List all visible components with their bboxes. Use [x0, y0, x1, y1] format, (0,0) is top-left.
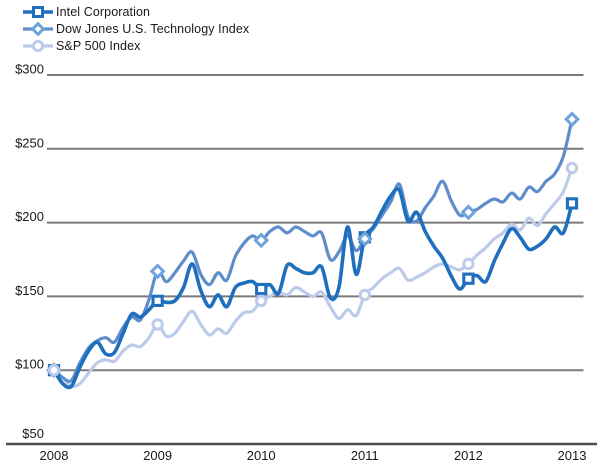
legend-label-dow-jones-tech: Dow Jones U.S. Technology Index [56, 22, 250, 36]
y-tick-label-300: $300 [15, 62, 44, 77]
sp500-circle-marker-icon [23, 39, 53, 53]
y-tick-label-50: $50 [22, 426, 44, 441]
series-lines [52, 117, 574, 390]
x-tick-label-2010: 2010 [247, 448, 276, 463]
chart-legend: Intel Corporation Dow Jones U.S. Technol… [22, 5, 249, 53]
series-line-s-p-500-index [52, 166, 574, 389]
y-tick-label-100: $100 [15, 357, 44, 372]
marker-square-2012-intel-corporation [462, 272, 475, 285]
x-tick-label-2009: 2009 [143, 448, 172, 463]
marker-circle-2012-s-p-500-index [462, 257, 475, 271]
marker-square-2010-intel-corporation [255, 282, 268, 296]
legend-item-dow-jones-tech: Dow Jones U.S. Technology Index [22, 22, 249, 36]
legend-label-intel: Intel Corporation [56, 5, 151, 19]
marker-diamond-2013-dow-jones-u-s-technology-index [564, 111, 580, 128]
marker-diamond-2011-dow-jones-u-s-technology-index [356, 230, 373, 247]
intel-square-marker-icon [23, 6, 53, 18]
y-tick-label-200: $200 [15, 209, 44, 224]
marker-circle-2009-s-p-500-index [151, 318, 164, 331]
x-tick-label-2011: 2011 [351, 448, 379, 463]
x-tick-label-2013: 2013 [558, 448, 587, 463]
legend-item-intel: Intel Corporation [22, 5, 249, 19]
marker-square-2009-intel-corporation [151, 294, 164, 307]
marker-diamond-2009-dow-jones-u-s-technology-index [149, 263, 166, 280]
legend-label-sp500: S&P 500 Index [56, 39, 141, 53]
gridlines [6, 74, 597, 446]
legend-item-sp500: S&P 500 Index [22, 39, 249, 53]
marker-circle-2011-s-p-500-index [358, 288, 371, 302]
y-tick-label-250: $250 [15, 135, 44, 150]
y-axis-tick-labels: $300 $250 $200 $150 $100 $50 [15, 62, 44, 442]
marker-circle-2010-s-p-500-index [255, 294, 268, 308]
dow-jones-diamond-marker-icon [23, 22, 53, 36]
x-axis-year-labels: 2008 2009 2010 2011 2012 2013 [40, 448, 587, 463]
marker-circle-2013-s-p-500-index [565, 161, 579, 175]
series-line-dow-jones-u-s-technology-index [52, 117, 574, 383]
marker-square-2013-intel-corporation [565, 197, 579, 210]
series-year-markers [46, 111, 580, 379]
marker-diamond-2012-dow-jones-u-s-technology-index [460, 204, 477, 221]
y-tick-label-150: $150 [15, 283, 44, 298]
marker-circle-2008-s-p-500-index [47, 364, 61, 377]
marker-diamond-2010-dow-jones-u-s-technology-index [253, 232, 270, 249]
series-line-intel-corporation [52, 187, 574, 390]
x-tick-label-2008: 2008 [40, 448, 69, 463]
x-tick-label-2012: 2012 [454, 448, 483, 463]
